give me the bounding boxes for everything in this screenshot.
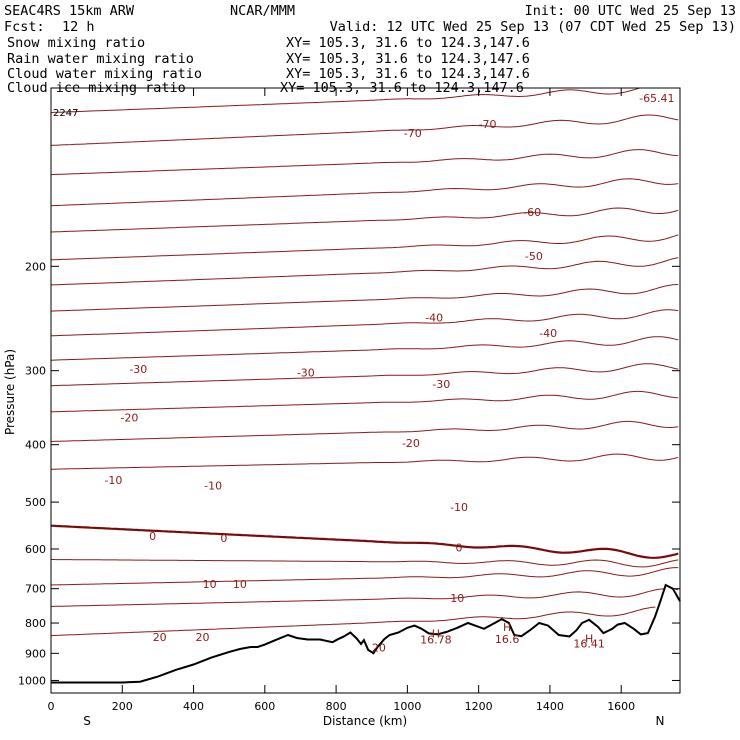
isotherm-line xyxy=(51,420,679,442)
contour-label: 10 xyxy=(450,592,464,605)
contour-label: -65.41 xyxy=(639,92,674,105)
legend-rain-name: Rain water mixing ratio xyxy=(7,51,194,67)
isotherm-line xyxy=(51,588,679,607)
isotherm-line xyxy=(51,284,679,312)
isotherm-line xyxy=(51,88,679,113)
contour-label: 0 xyxy=(456,542,463,555)
isotherm-line xyxy=(51,257,679,286)
contour-label: -20 xyxy=(402,437,420,450)
x-tick-label: 400 xyxy=(183,700,204,713)
isotherm-line xyxy=(51,453,679,470)
contour-label: 20 xyxy=(372,642,386,655)
contour-label: -10 xyxy=(104,474,122,487)
isotherm-line xyxy=(51,559,679,568)
corner-label: 2247 xyxy=(53,108,78,119)
contour-label: -10 xyxy=(450,501,468,514)
isotherm-line xyxy=(51,114,679,146)
contour-label: 10 xyxy=(203,578,217,591)
x-tick-label: 0 xyxy=(48,700,55,713)
y-tick-label: 800 xyxy=(25,617,46,630)
org-label: NCAR/MMM xyxy=(230,3,296,19)
x-axis-label: Distance (km) xyxy=(323,714,407,728)
isotherm-line xyxy=(51,363,679,387)
isotherm-line xyxy=(51,178,679,207)
model-title: SEAC4RS 15km ARW xyxy=(4,3,135,19)
y-tick-label: 1000 xyxy=(18,674,46,687)
isotherm-line xyxy=(51,336,679,361)
contour-label: -40 xyxy=(539,327,557,340)
isotherm-line xyxy=(51,606,656,637)
terrain-profile xyxy=(51,583,681,684)
legend-cloud-water-xy: XY= 105.3, 31.6 to 124.3,147.6 xyxy=(286,66,530,82)
isotherm-line xyxy=(51,390,679,413)
x-tick-label: 600 xyxy=(254,700,275,713)
high-value-label: 16.78 xyxy=(420,634,452,647)
init-time: Init: 00 UTC Wed 25 Sep 13 xyxy=(524,3,736,19)
legend-rain-xy: XY= 105.3, 31.6 to 124.3,147.6 xyxy=(286,51,530,67)
x-tick-label: 1400 xyxy=(536,700,564,713)
forecast-label: Fcst: xyxy=(4,19,45,35)
contour-label: -30 xyxy=(297,366,315,379)
plot-frame xyxy=(50,87,681,694)
high-value-label: 16.6 xyxy=(495,633,520,646)
forecast-hours: 12 h xyxy=(62,19,95,35)
y-tick-label: 400 xyxy=(25,439,46,452)
y-tick-label: 900 xyxy=(25,647,46,660)
contour-label: 20 xyxy=(153,631,167,644)
high-marker: H xyxy=(503,621,511,634)
isotherm-line xyxy=(51,567,679,586)
legend-cloud-water-name: Cloud water mixing ratio xyxy=(7,66,203,82)
y-axis-label: Pressure (hPa) xyxy=(3,349,17,435)
high-marker: H xyxy=(432,628,440,641)
isotherm-line xyxy=(51,234,679,261)
y-tick-label: 600 xyxy=(25,543,46,556)
contour-label: 20 xyxy=(195,631,209,644)
contour-label: 10 xyxy=(233,578,247,591)
x-tick-label: 1600 xyxy=(607,700,635,713)
x-tick-label: 200 xyxy=(112,700,133,713)
contour-label: -20 xyxy=(120,412,138,425)
isotherm-line xyxy=(51,524,679,559)
contour-label: -60 xyxy=(523,206,541,219)
isotherm-line xyxy=(51,207,679,233)
north-end-label: N xyxy=(656,714,665,728)
contour-label: -70 xyxy=(404,127,422,140)
isotherm-line xyxy=(51,149,679,176)
south-end-label: S xyxy=(83,714,91,728)
legend-snow-name: Snow mixing ratio xyxy=(7,35,146,51)
valid-time: Valid: 12 UTC Wed 25 Sep 13 (07 CDT Wed … xyxy=(329,19,736,35)
y-tick-label: 300 xyxy=(25,365,46,378)
isotherm-line xyxy=(51,309,679,337)
contour-label: 0 xyxy=(220,532,227,545)
contour-label: -10 xyxy=(204,480,222,493)
high-marker: H xyxy=(585,632,593,645)
legend-snow-xy: XY= 105.3, 31.6 to 124.3,147.6 xyxy=(286,35,530,51)
y-tick-label: 500 xyxy=(25,496,46,509)
contour-label: -40 xyxy=(425,312,443,325)
x-tick-label: 800 xyxy=(326,700,347,713)
x-tick-label: 1200 xyxy=(465,700,493,713)
contour-label: -30 xyxy=(129,363,147,376)
y-tick-label: 200 xyxy=(25,260,46,273)
y-tick-label: 700 xyxy=(25,583,46,596)
contour-label: 0 xyxy=(149,530,156,543)
contour-label: -70 xyxy=(479,118,497,131)
contour-label: -30 xyxy=(432,378,450,391)
high-value-label: 16.41 xyxy=(573,637,605,650)
contour-label: -50 xyxy=(525,250,543,263)
x-tick-label: 1000 xyxy=(393,700,421,713)
